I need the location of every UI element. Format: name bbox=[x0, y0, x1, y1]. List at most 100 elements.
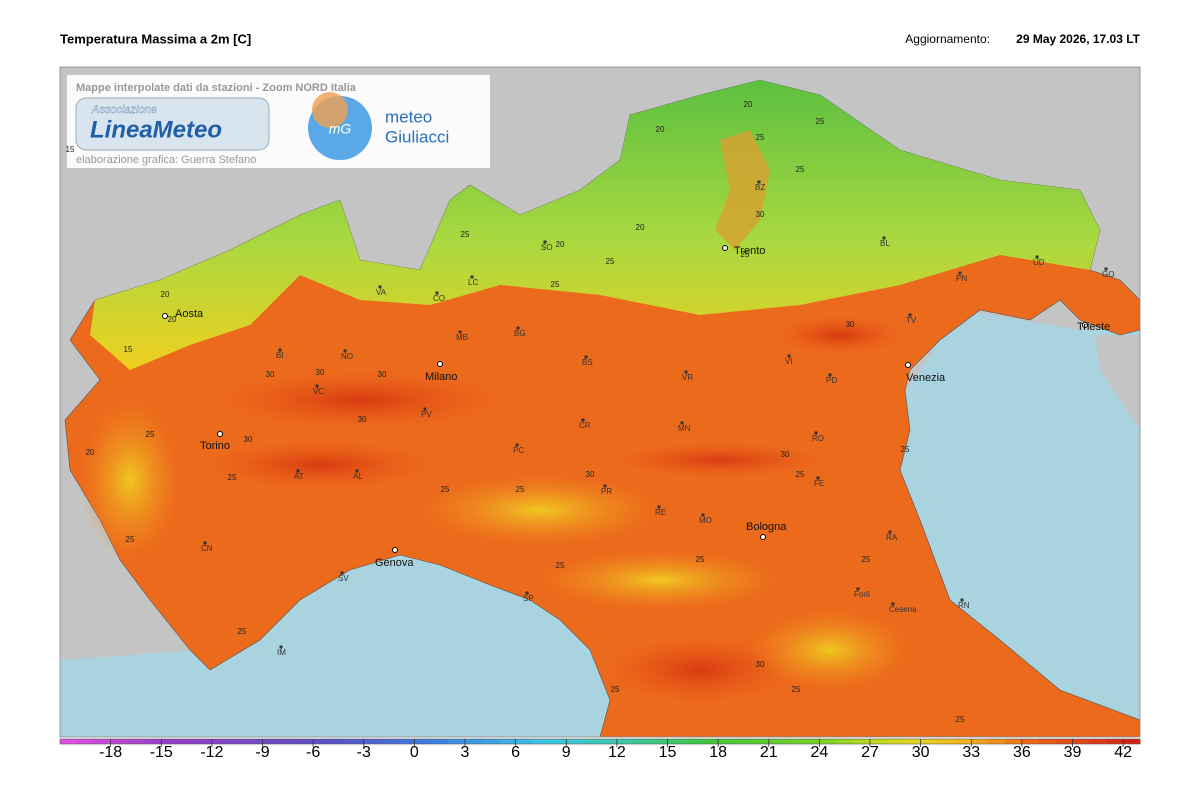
province-marker bbox=[1104, 267, 1108, 271]
province-label: GO bbox=[1102, 270, 1114, 279]
colorbar-segment bbox=[498, 739, 517, 744]
colorbar-tick-label: -3 bbox=[357, 744, 371, 761]
colorbar-segment bbox=[1089, 739, 1107, 744]
province-label: PC bbox=[513, 446, 524, 455]
province-marker bbox=[814, 431, 818, 435]
province-marker bbox=[203, 541, 207, 545]
colorbar-frame bbox=[59, 738, 1141, 745]
colorbar-tick-label: 42 bbox=[1114, 744, 1132, 761]
contour-label: 25 bbox=[956, 715, 965, 724]
province-label: PN bbox=[956, 274, 967, 283]
colorbar-segment bbox=[819, 739, 837, 744]
hot-area bbox=[210, 370, 510, 430]
province-marker bbox=[543, 240, 547, 244]
colorbar-segment bbox=[684, 739, 702, 744]
colorbar-tick-label: 30 bbox=[912, 744, 930, 761]
contour-label: 25 bbox=[611, 685, 620, 694]
province-marker bbox=[584, 355, 588, 359]
hot-area bbox=[610, 442, 830, 478]
province-marker bbox=[1035, 255, 1039, 259]
colorbar-segment bbox=[701, 739, 719, 744]
province-label: VA bbox=[376, 288, 387, 297]
update-label: Aggiornamento: bbox=[905, 32, 990, 46]
colorbar-segment bbox=[431, 739, 449, 744]
province-marker bbox=[701, 513, 705, 517]
province-label: NO bbox=[341, 352, 353, 361]
partner-line1: meteo bbox=[385, 107, 432, 126]
province-marker bbox=[470, 275, 474, 279]
colorbar-tick-label: 24 bbox=[810, 744, 828, 761]
logo-caption: Mappe interpolate dati da stazioni - Zoo… bbox=[76, 82, 357, 94]
hot-area bbox=[600, 635, 800, 705]
colorbar-segment bbox=[481, 739, 500, 744]
colorbar-segment bbox=[600, 739, 618, 744]
colorbar-segment bbox=[93, 739, 112, 744]
province-marker bbox=[435, 291, 439, 295]
partner-icon bbox=[312, 92, 348, 128]
colorbar-segment bbox=[954, 739, 972, 744]
province-marker bbox=[657, 505, 661, 509]
west-alps-area bbox=[80, 400, 180, 560]
colorbar-tick-label: 36 bbox=[1013, 744, 1031, 761]
colorbar-tick-label: -15 bbox=[150, 744, 173, 761]
brand-association: Associazione bbox=[91, 104, 157, 116]
province-label: AT bbox=[294, 472, 304, 481]
colorbar-segment bbox=[211, 739, 230, 744]
contour-label: 30 bbox=[266, 370, 275, 379]
brand-badge bbox=[75, 97, 270, 151]
province-label: BZ bbox=[755, 183, 765, 192]
contour-label: 20 bbox=[636, 223, 645, 232]
contour-label: 30 bbox=[378, 370, 387, 379]
colorbar-segment bbox=[313, 739, 331, 744]
province-marker bbox=[787, 354, 791, 358]
colorbar-segment bbox=[330, 739, 348, 744]
partner-line2: Giuliacci bbox=[385, 127, 449, 146]
province-label: LC bbox=[468, 278, 478, 287]
province-label: SO bbox=[541, 243, 553, 252]
colorbar-segment bbox=[380, 739, 398, 744]
colorbar-segment bbox=[262, 739, 280, 744]
colorbar-segment bbox=[1038, 739, 1057, 744]
contour-label: 25 bbox=[756, 133, 765, 142]
colorbar-tick-label: -18 bbox=[99, 744, 122, 761]
contour-label: 30 bbox=[756, 210, 765, 219]
city-label: Milano bbox=[425, 371, 457, 383]
province-label: Forlì bbox=[854, 590, 870, 599]
city-label: Venezia bbox=[906, 372, 946, 384]
hot-area bbox=[770, 315, 910, 355]
colorbar-segment bbox=[110, 739, 128, 744]
contour-label: 30 bbox=[358, 415, 367, 424]
colorbar-segment bbox=[76, 739, 95, 744]
colorbar-segment bbox=[414, 739, 432, 744]
colorbar-segment bbox=[195, 739, 213, 744]
contour-label: 30 bbox=[586, 470, 595, 479]
colorbar-segment bbox=[988, 739, 1006, 744]
province-marker bbox=[856, 587, 860, 591]
colorbar-segment bbox=[1005, 739, 1023, 744]
province-label: RA bbox=[886, 533, 898, 542]
adige-valley bbox=[715, 130, 770, 250]
contour-label: 25 bbox=[146, 430, 155, 439]
city-dot bbox=[722, 245, 728, 251]
province-marker bbox=[960, 598, 964, 602]
apennine-area bbox=[420, 475, 660, 545]
colorbar-segment bbox=[1072, 739, 1090, 744]
province-label: AL bbox=[353, 472, 363, 481]
province-marker bbox=[603, 484, 607, 488]
province-marker bbox=[891, 602, 895, 606]
colorbar-segment bbox=[853, 739, 871, 744]
colorbar-tick-label: 3 bbox=[461, 744, 470, 761]
province-label: MB bbox=[456, 333, 468, 342]
contour-label: 30 bbox=[244, 435, 253, 444]
province-label: IM bbox=[277, 648, 286, 657]
contour-label: 20 bbox=[656, 125, 665, 134]
colorbar-segment bbox=[751, 739, 770, 744]
colorbar-segment bbox=[583, 739, 601, 744]
province-label: PD bbox=[826, 376, 837, 385]
colorbar-segment bbox=[144, 739, 162, 744]
province-marker bbox=[828, 373, 832, 377]
colorbar-segment bbox=[1021, 739, 1040, 744]
colorbar-segment bbox=[886, 739, 905, 744]
apennine-area bbox=[750, 610, 910, 690]
